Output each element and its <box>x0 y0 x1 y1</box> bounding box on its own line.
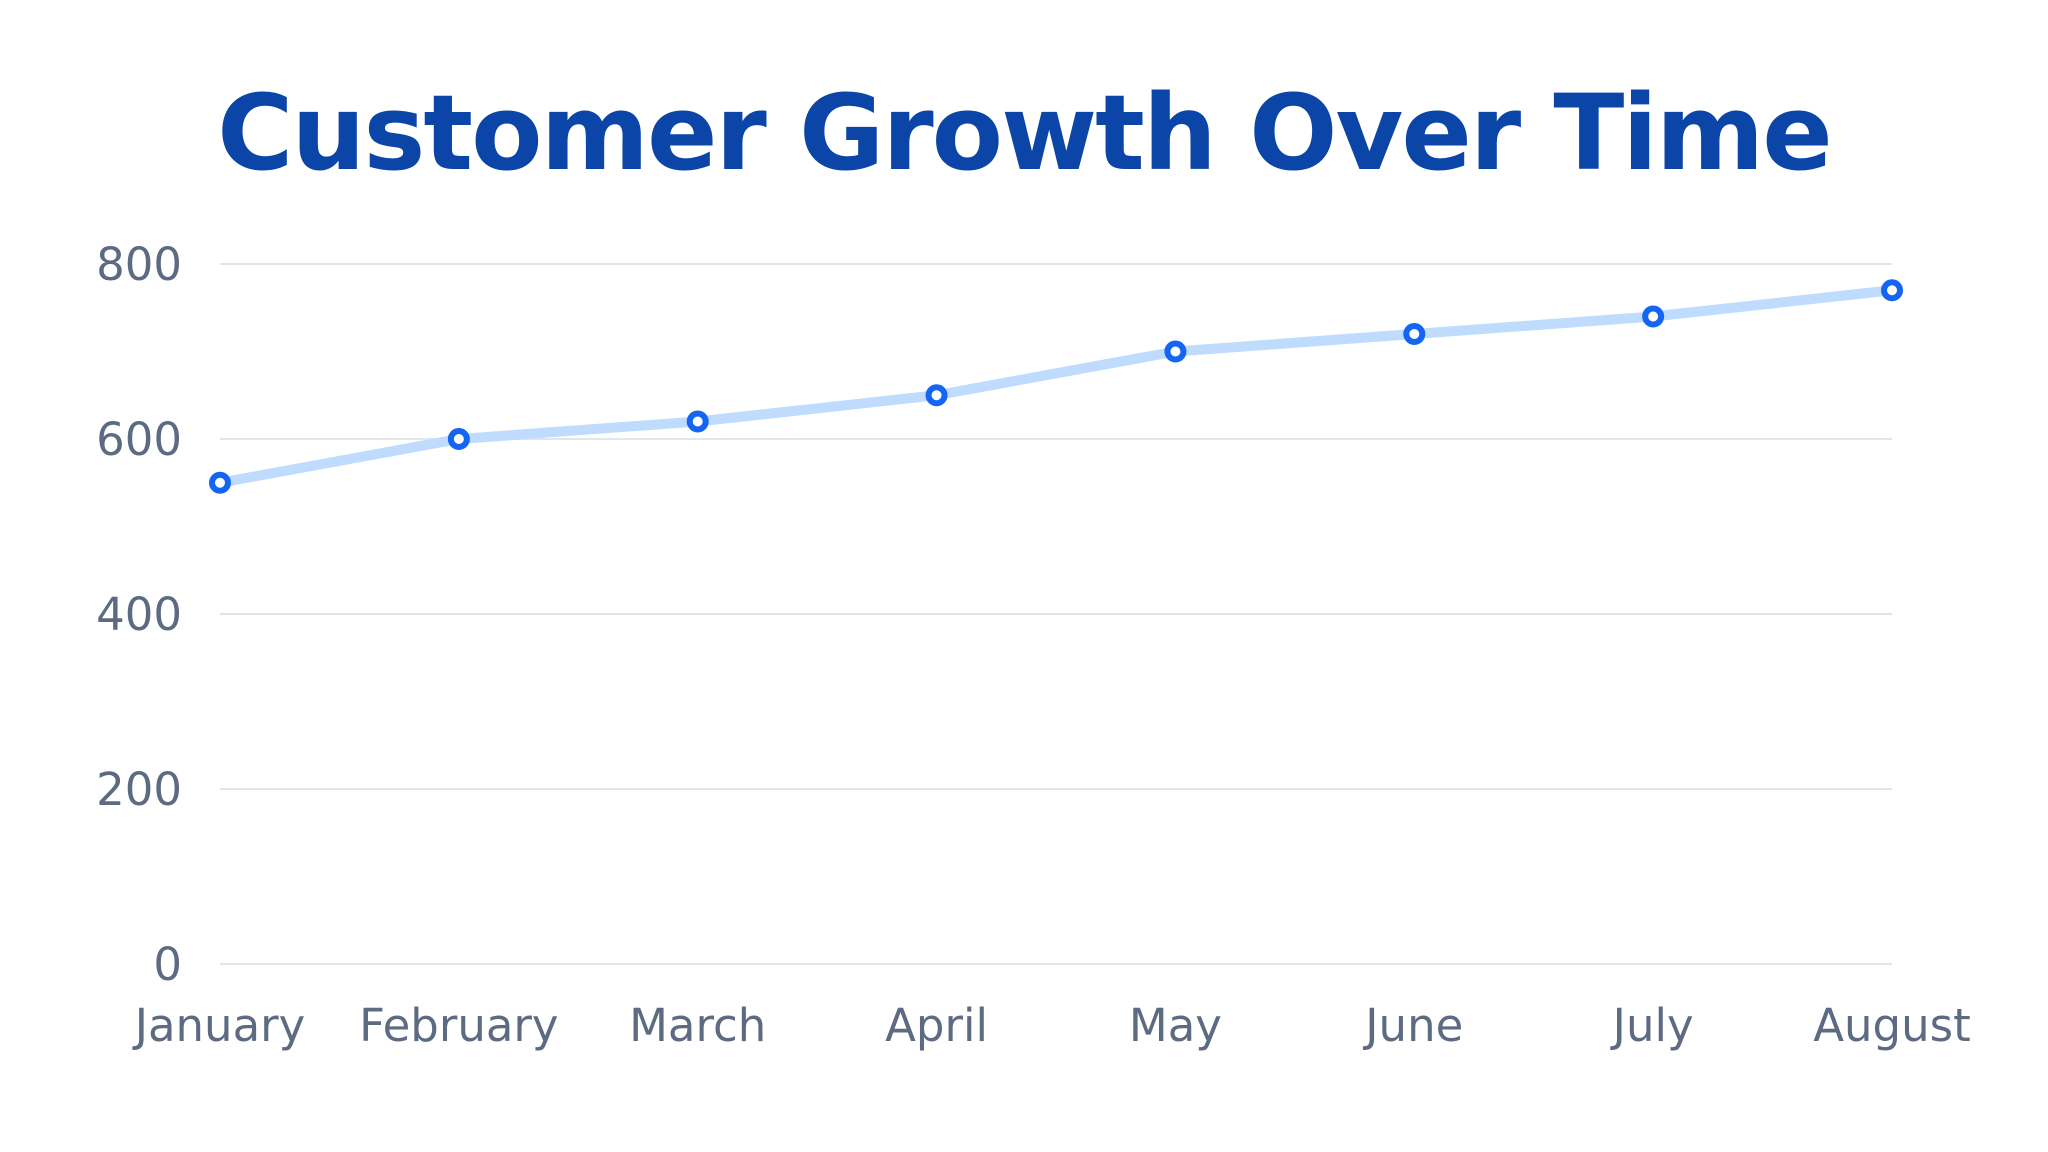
x-tick-label: June <box>1362 999 1463 1052</box>
x-tick-label: April <box>885 999 988 1052</box>
x-tick-label: July <box>1610 999 1694 1052</box>
x-tick-label: February <box>359 999 558 1052</box>
data-point-july[interactable] <box>1642 305 1665 328</box>
data-point-april[interactable] <box>925 384 948 407</box>
y-tick-label: 200 <box>96 763 182 816</box>
data-points <box>209 279 1903 494</box>
y-tick-label: 600 <box>96 413 182 466</box>
series-line <box>215 285 1897 488</box>
x-tick-label: May <box>1129 999 1222 1052</box>
x-axis-ticks: January February March April May June July Augu… <box>132 999 1971 1052</box>
data-point-march[interactable] <box>686 410 709 433</box>
y-tick-label: 800 <box>96 238 182 291</box>
y-axis-ticks: 0 200 400 600 800 <box>96 238 182 991</box>
x-tick-label: January <box>132 999 306 1052</box>
data-point-june[interactable] <box>1403 323 1426 345</box>
x-tick-label: March <box>629 999 766 1052</box>
data-point-february[interactable] <box>447 428 470 450</box>
data-point-january[interactable] <box>209 471 231 494</box>
series-line-layer <box>215 285 1897 488</box>
data-point-august[interactable] <box>1881 279 1903 302</box>
x-tick-label: August <box>1813 999 1970 1052</box>
y-tick-label: 0 <box>153 938 182 991</box>
chart-title: Customer Growth Over Time <box>217 72 1833 194</box>
data-point-may[interactable] <box>1164 340 1187 363</box>
y-tick-label: 400 <box>96 588 182 641</box>
